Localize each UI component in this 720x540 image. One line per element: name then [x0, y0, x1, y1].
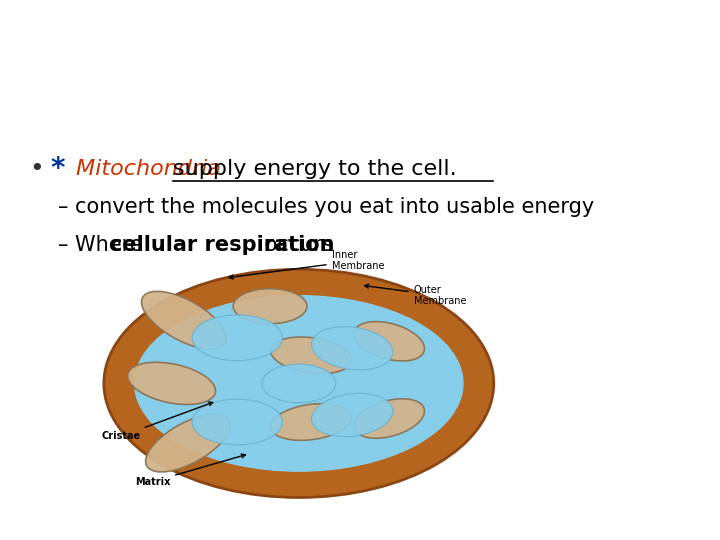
Text: supply energy to the cell.: supply energy to the cell.	[173, 159, 464, 179]
Ellipse shape	[142, 292, 226, 349]
Text: cellular respiration: cellular respiration	[110, 235, 335, 255]
Text: occurs: occurs	[258, 235, 333, 255]
Ellipse shape	[354, 399, 425, 438]
Text: Mitochondria: Mitochondria	[76, 159, 228, 179]
Ellipse shape	[127, 362, 215, 404]
Text: *: *	[50, 156, 65, 184]
Ellipse shape	[271, 404, 351, 440]
Ellipse shape	[271, 337, 351, 374]
Text: Outer
Membrane: Outer Membrane	[364, 284, 467, 307]
Ellipse shape	[104, 269, 494, 497]
Text: •: •	[29, 157, 43, 181]
Ellipse shape	[233, 288, 307, 324]
Ellipse shape	[312, 327, 393, 370]
Ellipse shape	[135, 296, 463, 471]
Ellipse shape	[312, 393, 393, 437]
Text: Inner
Membrane: Inner Membrane	[229, 249, 384, 279]
Ellipse shape	[262, 364, 336, 403]
Ellipse shape	[192, 315, 282, 361]
Text: 3.2 Cell Organelles: 3.2 Cell Organelles	[14, 21, 339, 50]
Text: Matrix: Matrix	[135, 454, 246, 487]
Ellipse shape	[145, 414, 230, 472]
Text: – Where: – Where	[58, 235, 149, 255]
Ellipse shape	[192, 399, 282, 445]
Text: Cristae: Cristae	[102, 402, 212, 441]
Text: – convert the molecules you eat into usable energy: – convert the molecules you eat into usa…	[58, 197, 594, 218]
Ellipse shape	[354, 321, 425, 361]
